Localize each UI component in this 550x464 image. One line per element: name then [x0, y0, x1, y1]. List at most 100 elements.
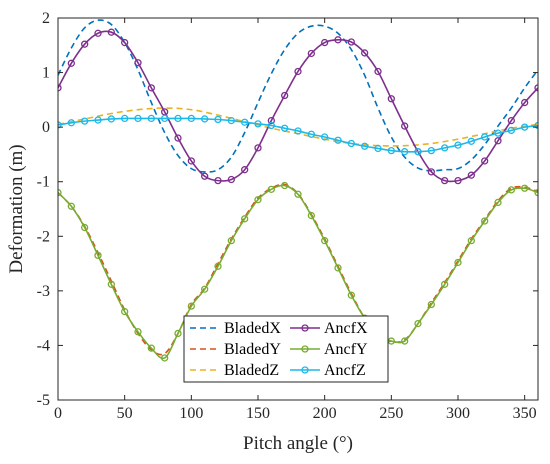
data-point-ancfx [281, 91, 289, 100]
data-point-ancfz [147, 114, 155, 123]
data-point-ancfy [241, 215, 249, 223]
data-point-ancfx [494, 137, 502, 145]
data-point-ancfz [454, 141, 462, 149]
data-point-ancfy [454, 258, 462, 267]
y-tick-label: -2 [37, 228, 50, 245]
data-point-ancfx [334, 36, 342, 44]
series-line-bladedy [58, 183, 538, 356]
data-point-ancfz [281, 124, 289, 132]
data-point-ancfy [321, 237, 329, 245]
y-tick-label: -1 [37, 174, 50, 191]
data-point-ancfz [334, 136, 342, 144]
data-point-ancfz [401, 148, 409, 156]
data-point-ancfz [307, 130, 315, 138]
data-point-ancfz [107, 115, 115, 123]
data-point-ancfx [121, 38, 129, 47]
data-point-ancfz [387, 146, 395, 155]
data-point-ancfy [467, 237, 475, 245]
data-point-ancfy [334, 264, 342, 272]
data-point-ancfy [227, 237, 235, 245]
data-point-ancfx [214, 176, 222, 185]
data-point-ancfz [67, 119, 75, 127]
data-point-ancfx [401, 122, 409, 130]
legend-entry-ancfy: AncfY [290, 341, 368, 358]
series-ancfz [58, 114, 538, 156]
x-axis-title: Pitch angle (°) [243, 433, 353, 454]
data-point-ancfy [267, 185, 275, 194]
y-tick-label: -5 [37, 392, 50, 409]
data-point-ancfz [521, 123, 529, 131]
data-point-ancfx [534, 84, 538, 92]
data-point-ancfx [174, 134, 182, 142]
legend-entry-ancfz: AncfZ [290, 362, 366, 379]
data-point-ancfz [441, 144, 449, 152]
data-point-ancfx [441, 176, 449, 185]
data-point-ancfx [507, 116, 515, 125]
data-point-ancfx [267, 116, 275, 125]
data-point-ancfx [227, 175, 235, 184]
data-point-ancfz [58, 121, 62, 129]
data-point-ancfy [534, 188, 538, 197]
data-point-ancfx [427, 168, 435, 176]
x-tick-label: 300 [446, 405, 470, 422]
data-point-ancfz [134, 114, 142, 123]
data-point-ancfx [374, 67, 382, 76]
series-line-ancfy [58, 184, 538, 360]
data-point-ancfx [134, 59, 142, 67]
data-point-ancfy [481, 217, 489, 225]
legend-label: AncfY [324, 341, 368, 358]
data-point-ancfy [81, 223, 89, 232]
series-ancfy [58, 181, 538, 362]
data-point-ancfz [414, 148, 422, 156]
data-point-ancfx [67, 59, 75, 67]
series-line-bladedx [58, 19, 538, 173]
data-point-ancfx [241, 166, 249, 174]
data-point-ancfx [307, 49, 315, 58]
series-bladedy [58, 183, 538, 356]
data-point-ancfy [507, 186, 515, 194]
data-point-ancfx [147, 84, 155, 92]
x-axis: 0 50 100 150 200 250 300 350 [54, 18, 537, 422]
legend-label: BladedZ [224, 362, 279, 379]
data-point-ancfy [401, 337, 409, 345]
data-point-ancfx [107, 28, 115, 36]
data-point-ancfz [347, 139, 355, 148]
x-tick-label: 200 [313, 405, 337, 422]
data-point-ancfz [534, 121, 538, 130]
x-tick-label: 150 [246, 405, 270, 422]
data-point-ancfx [521, 98, 529, 107]
data-point-ancfz [94, 116, 102, 124]
data-point-ancfx [347, 38, 355, 46]
x-tick-label: 0 [54, 405, 62, 422]
series-line-ancfz [58, 117, 538, 153]
legend-marker [301, 324, 309, 332]
legend: BladedX AncfX BladedY AncfY BladedZ AncfZ [183, 315, 389, 383]
data-point-ancfx [387, 95, 395, 103]
data-point-ancfz [321, 133, 329, 141]
data-point-ancfy [214, 262, 222, 270]
plot-frame [57, 17, 539, 401]
series-layer [58, 19, 538, 362]
data-point-ancfz [174, 114, 182, 123]
x-tick-label: 100 [179, 405, 203, 422]
data-point-ancfz [361, 142, 369, 150]
data-point-ancfy [187, 302, 195, 310]
data-point-ancfz [121, 114, 129, 123]
data-point-ancfx [187, 157, 195, 165]
data-point-ancfx [361, 49, 369, 57]
legend-entry-bladedx: BladedX [190, 320, 281, 337]
data-point-ancfx [81, 40, 89, 48]
data-point-ancfx [467, 171, 475, 179]
data-point-ancfz [81, 117, 89, 125]
data-point-ancfy [67, 202, 75, 210]
series-ancfx [58, 28, 538, 185]
legend-label: BladedY [224, 341, 281, 358]
data-point-ancfz [494, 129, 502, 137]
legend-marker [301, 366, 309, 374]
legend-entry-ancfx: AncfX [290, 320, 368, 337]
x-tick-label: 250 [379, 405, 403, 422]
y-tick-label: -3 [37, 283, 50, 300]
legend-label: AncfX [324, 320, 368, 337]
